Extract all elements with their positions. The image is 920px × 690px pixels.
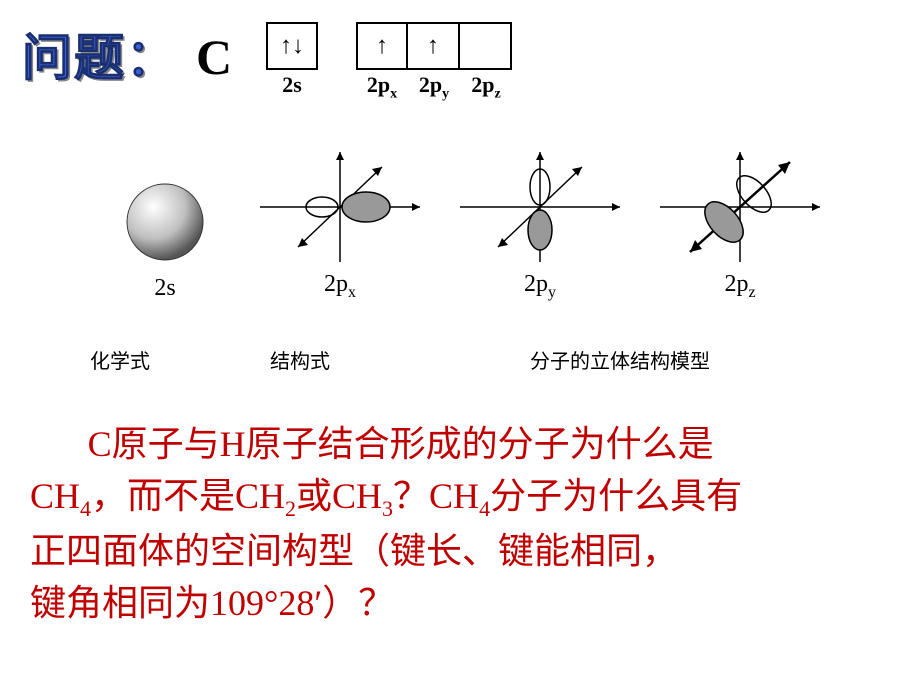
- orbital-box-diagram: ↑↓ 2s ↑ ↑ 2px 2py 2pz: [266, 22, 512, 102]
- table-header-row: 化学式 结构式 分子的立体结构模型: [90, 345, 850, 374]
- orbital-shape-2s: [120, 177, 210, 267]
- orbital-shape-2pz: [650, 142, 830, 263]
- orbital-box-2py: ↑: [408, 22, 460, 70]
- orbital-shape-row: 2s 2px 2py: [90, 142, 840, 302]
- orbital-box-2pz: [460, 22, 512, 70]
- shape-label-2px: 2px: [324, 271, 356, 302]
- orbital-shape-2px: [250, 142, 430, 263]
- element-symbol: C: [196, 28, 232, 86]
- th-model: 分子的立体结构模型: [530, 345, 850, 374]
- shape-label-2pz: 2pz: [724, 271, 755, 302]
- orbital-label-2pz: 2pz: [460, 72, 512, 102]
- orbital-label-2px: 2px: [356, 72, 408, 102]
- shape-label-2s: 2s: [154, 275, 175, 302]
- orbital-box-2s: ↑↓: [266, 22, 318, 70]
- orbital-shape-2py: [450, 142, 630, 263]
- title: 问题：: [22, 18, 178, 90]
- th-formula: 化学式: [90, 345, 270, 374]
- th-structure: 结构式: [270, 345, 530, 374]
- orbital-label-2py: 2py: [408, 72, 460, 102]
- shape-label-2py: 2py: [524, 271, 556, 302]
- orbital-box-2px: ↑: [356, 22, 408, 70]
- orbital-label-2s: 2s: [282, 72, 302, 98]
- question-text: C原子与H原子结合形成的分子为什么是 CH4，而不是CH2或CH3？CH4分子为…: [30, 418, 890, 630]
